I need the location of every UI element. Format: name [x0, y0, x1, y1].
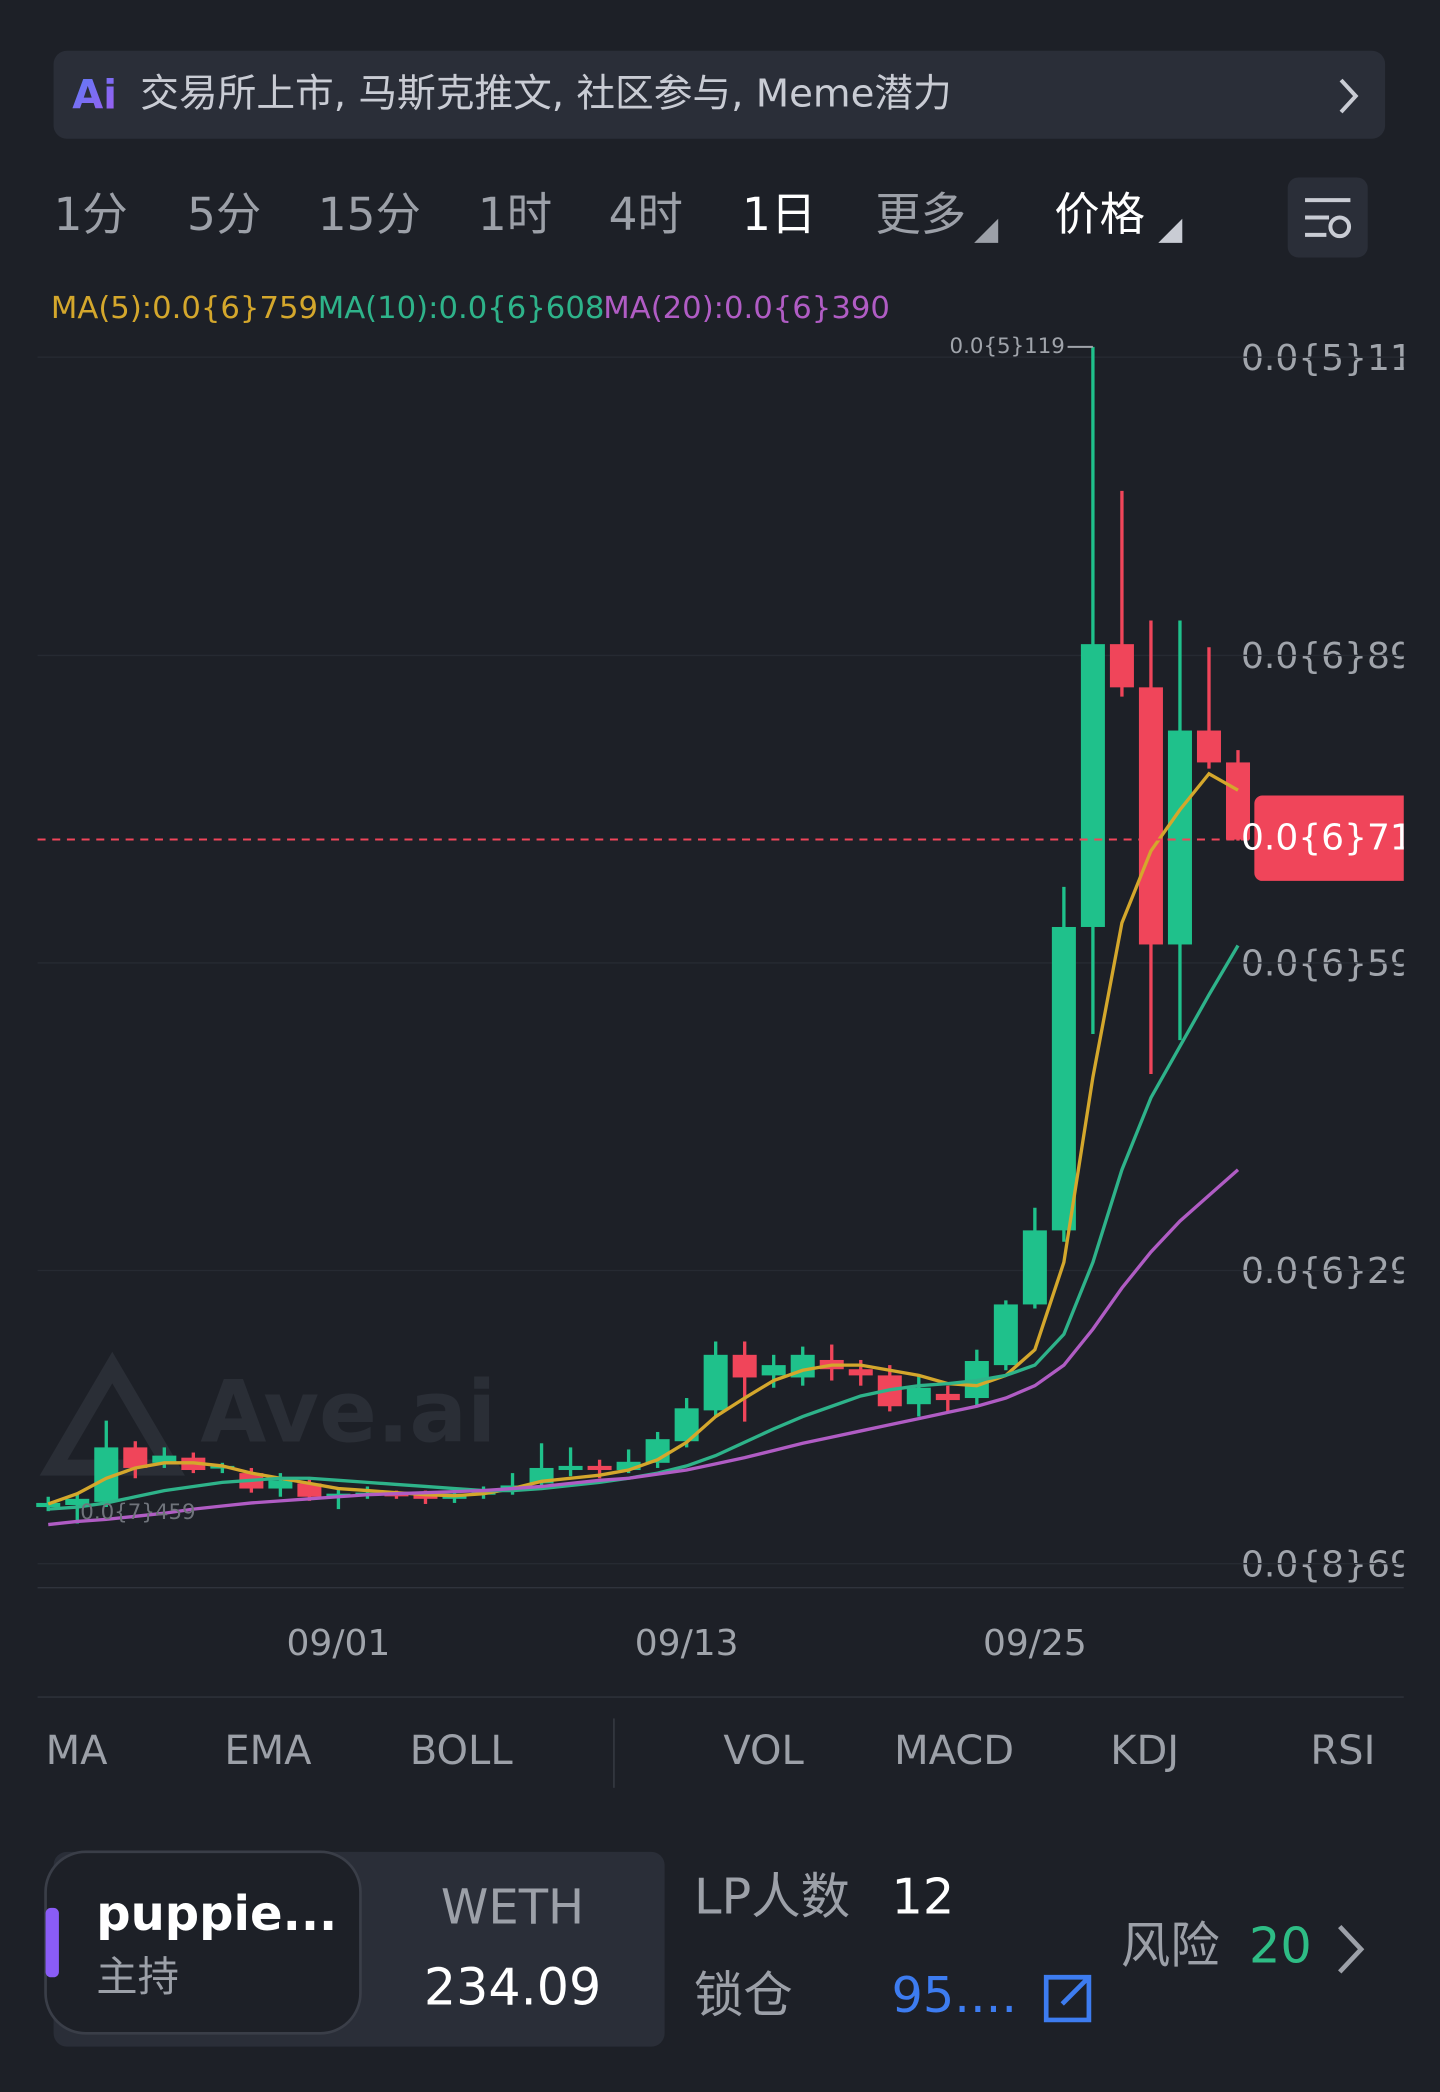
- candle-body: [993, 1304, 1018, 1366]
- x-tick-label: 09/13: [635, 1623, 739, 1664]
- lp-count: 12: [891, 1867, 954, 1925]
- interval-tab[interactable]: 1时: [478, 188, 552, 241]
- y-tick-label: 0.0{6}292: [1241, 1251, 1436, 1292]
- candle-body: [413, 1494, 438, 1499]
- candle-body: [1109, 644, 1134, 688]
- pool-role: 主持: [96, 1953, 179, 2001]
- lock-label: 锁仓: [694, 1966, 793, 2024]
- current-price-tag: 0.0{6}711: [1241, 795, 1436, 881]
- chevron: [1339, 78, 1359, 114]
- token-symbol: WETH: [441, 1880, 584, 1936]
- interval-tabs: 1分 5分 15分 1时 4时 1日 更多 价格: [54, 188, 1145, 241]
- candle-body: [36, 1502, 61, 1508]
- indicator-tab[interactable]: VOL: [723, 1728, 804, 1774]
- candle-body: [1167, 730, 1192, 945]
- interval-tab[interactable]: 15分: [318, 188, 421, 241]
- chart: Ave.ai 0.0{5}118 0.0{6}890 0.0{6}591 0.0{6}2…: [36, 334, 1436, 1664]
- x-tick-label: 09/25: [983, 1623, 1087, 1664]
- link-icon[interactable]: [1043, 1974, 1092, 2023]
- interval-tab[interactable]: 5分: [187, 188, 261, 241]
- candle-body: [1138, 687, 1163, 945]
- ma-legend: MA(5):0.0{6}759 MA(10):0.0{6}608MA(20):0.…: [51, 291, 890, 326]
- watermark: Ave.ai: [200, 1364, 496, 1463]
- candle-body: [732, 1354, 757, 1378]
- candle-body: [906, 1387, 931, 1405]
- legend-entry: MA(10):0.0{6}608: [318, 291, 605, 326]
- min-label: 0.0{7}459: [80, 1500, 195, 1525]
- candle-body: [1080, 644, 1105, 927]
- settings-lines: [1305, 198, 1351, 237]
- chevron: [1338, 1924, 1365, 1974]
- legend-entry: MA(5):0.0{6}759: [51, 291, 318, 326]
- risk-label: 风险: [1121, 1917, 1220, 1975]
- pool-card: puppie... 主持 WETH 234.09: [44, 1850, 665, 2047]
- pool-marker: [45, 1907, 59, 1978]
- current-price-box: [1254, 795, 1404, 881]
- settings-button[interactable]: [1287, 177, 1368, 258]
- candle-body: [1051, 926, 1076, 1231]
- indicator-tab[interactable]: KDJ: [1110, 1728, 1179, 1774]
- candle-body: [587, 1465, 612, 1471]
- indicator-tab[interactable]: BOLL: [410, 1728, 514, 1774]
- interval-tab[interactable]: 4时: [609, 188, 683, 241]
- ai-icon: Ai: [72, 72, 117, 118]
- banner-text: 交易所上市, 马斯克推文, 社区参与, Meme潜力: [140, 72, 951, 117]
- y-tick-label: 0.0{5}118: [1241, 338, 1436, 379]
- candle-body: [65, 1498, 90, 1505]
- dropdown-mark: [974, 218, 999, 243]
- max-label: 0.0{5}119: [950, 334, 1065, 359]
- current-price-label: 0.0{6}711: [1241, 818, 1436, 859]
- candle-body: [616, 1461, 641, 1471]
- candle-body: [848, 1369, 873, 1376]
- pool-name: puppie...: [96, 1886, 337, 1942]
- candle-body: [703, 1354, 728, 1411]
- pool-tab[interactable]: [44, 1850, 362, 2035]
- candle-body: [297, 1483, 322, 1497]
- risk-value[interactable]: 20: [1249, 1917, 1312, 1975]
- banner-box[interactable]: [53, 50, 1386, 139]
- token-amount: 234.09: [424, 1958, 601, 2017]
- candle-body: [935, 1393, 960, 1401]
- candle-body: [761, 1365, 786, 1376]
- y-tick-label: 0.0{6}591: [1241, 944, 1436, 985]
- indicator-tab[interactable]: MA: [46, 1728, 109, 1774]
- candle-body: [152, 1455, 177, 1463]
- lp-label: LP人数: [694, 1867, 850, 1925]
- ma-line: [47, 771, 1239, 1506]
- indicator-tab[interactable]: MACD: [894, 1728, 1014, 1774]
- candle-body: [1225, 762, 1251, 840]
- candle-body: [268, 1480, 293, 1489]
- candle-body: [1196, 730, 1221, 763]
- ma-line: [48, 1168, 1240, 1527]
- candle-body: [1022, 1230, 1047, 1305]
- candle-body: [558, 1465, 583, 1471]
- legend-entry: MA(20):0.0{6}390: [603, 291, 890, 326]
- candle-body: [123, 1447, 148, 1468]
- y-tick-label: 0.0{6}890: [1241, 636, 1436, 677]
- indicator-tab[interactable]: RSI: [1310, 1728, 1375, 1774]
- interval-tab[interactable]: 1日: [742, 188, 816, 241]
- indicator-tab[interactable]: EMA: [224, 1728, 312, 1774]
- external-link[interactable]: [1043, 1974, 1092, 2023]
- indicator-tabs: MA EMA BOLL VOL MACD KDJ RSI: [46, 1728, 1376, 1774]
- y-axis: 0.0{5}118 0.0{6}890 0.0{6}591 0.0{6}292 0.0{…: [1241, 338, 1436, 1585]
- x-tick-label: 09/01: [287, 1623, 391, 1664]
- interval-tab[interactable]: 更多: [875, 188, 966, 241]
- interval-tab[interactable]: 价格: [1054, 188, 1145, 241]
- ai-banner[interactable]: Ai 交易所上市, 马斯克推文, 社区参与, Meme潜力: [53, 50, 1386, 139]
- lock-value[interactable]: 95....: [891, 1966, 1017, 2024]
- interval-tab[interactable]: 1分: [54, 188, 128, 241]
- settings-gear: [1328, 215, 1352, 239]
- y-tick-label: 0.0{8}696: [1241, 1544, 1436, 1585]
